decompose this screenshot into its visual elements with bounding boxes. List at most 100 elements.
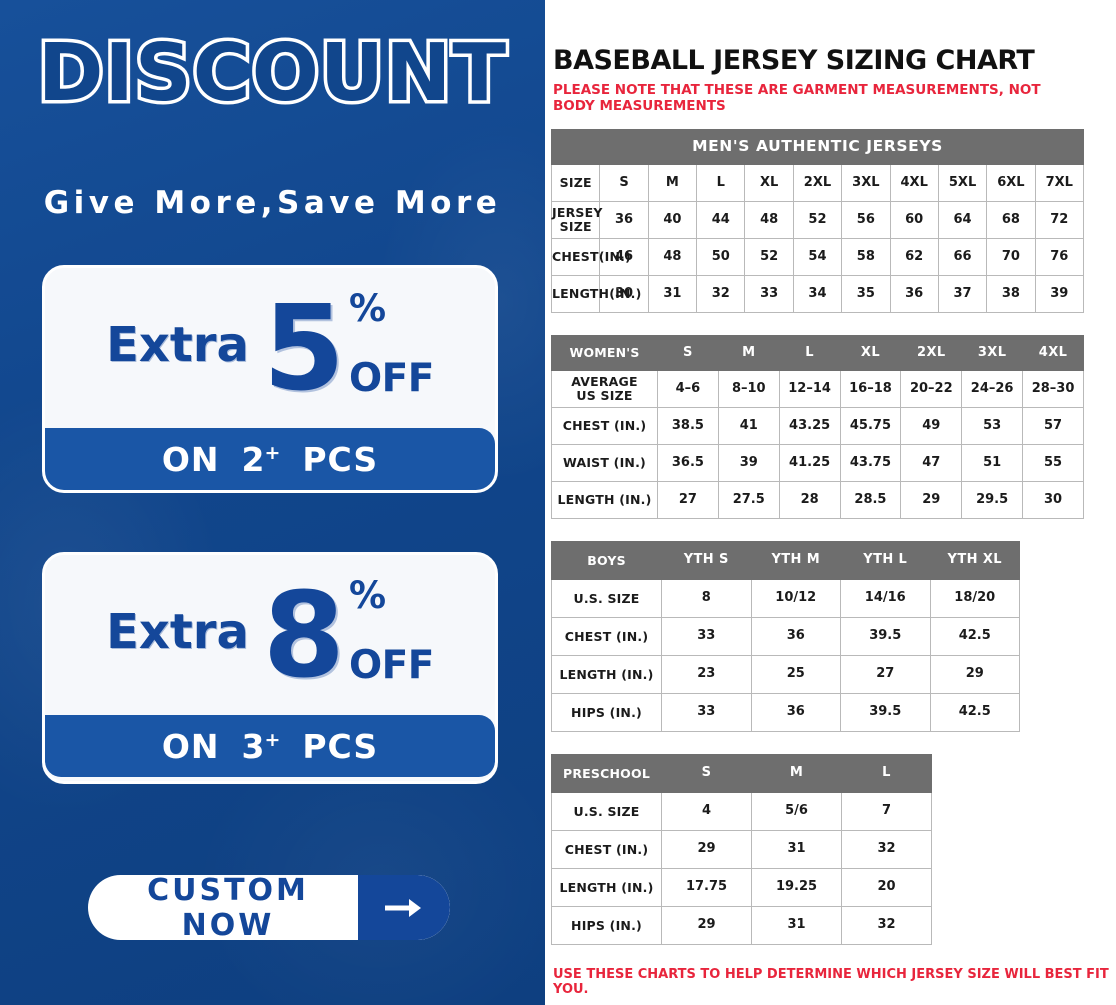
- mens-sizing-table: MEN'S AUTHENTIC JERSEYS SIZE S M L XL 2X…: [550, 128, 1085, 313]
- table-cell: 19.25: [751, 867, 842, 907]
- table-cell: 68: [986, 200, 1036, 239]
- mens-col-header: 7XL: [1034, 163, 1085, 202]
- table-cell: 34: [792, 274, 843, 313]
- table-cell: 27.5: [717, 480, 780, 519]
- table-cell: 54: [792, 237, 843, 276]
- deal-quantity: 2+: [241, 440, 280, 479]
- womens-col-header: M: [717, 334, 780, 371]
- womens-row-label-line2: US SIZE: [576, 387, 633, 403]
- table-cell: 38: [986, 274, 1036, 313]
- table-cell: 52: [744, 237, 794, 276]
- boys-corner-label: BOYS: [551, 540, 662, 580]
- mens-row-label: CHEST(IN.): [550, 237, 631, 276]
- table-cell: 28–30: [1022, 369, 1084, 408]
- deal-card-8-percent[interactable]: Extra 8 % OFF ON 3+ PCS: [42, 552, 498, 784]
- preschool-col-header: M: [751, 753, 842, 793]
- sizing-chart-title: BASEBALL JERSEY SIZING CHART: [553, 45, 1035, 76]
- mens-row-label: JERSEY SIZE: [550, 200, 602, 239]
- table-cell: 48: [647, 237, 698, 276]
- table-cell: 53: [961, 406, 1024, 445]
- deal-card-5-percent[interactable]: Extra 5 % OFF ON 2+ PCS: [42, 265, 498, 493]
- deal-card-condition: ON 2+ PCS: [45, 428, 495, 490]
- table-cell: 32: [841, 829, 932, 869]
- table-cell: 7: [841, 791, 932, 831]
- table-cell: 8: [661, 578, 752, 618]
- preschool-row-label: HIPS (IN.): [551, 905, 662, 945]
- table-cell: 58: [841, 237, 891, 276]
- table-cell: 50: [696, 237, 746, 276]
- deal-on-label: ON: [161, 439, 220, 479]
- deal-card-condition: ON 3+ PCS: [45, 715, 495, 777]
- table-row: HIPS (IN.) 33 36 39.5 42.5: [551, 692, 1020, 732]
- table-cell: 29: [661, 829, 752, 869]
- deal-percent-symbol: %: [348, 574, 387, 617]
- custom-now-button[interactable]: CUSTOM NOW: [88, 875, 450, 940]
- womens-col-header: 3XL: [961, 334, 1024, 371]
- deal-off-label: OFF: [348, 643, 434, 688]
- table-cell: 20–22: [900, 369, 963, 408]
- table-cell: 36: [750, 616, 841, 656]
- table-cell: 28: [778, 480, 841, 519]
- deal-on-label: ON: [161, 726, 220, 766]
- table-cell: 57: [1022, 406, 1084, 445]
- preschool-corner-label: PRESCHOOL: [551, 753, 662, 793]
- table-cell: 55: [1022, 443, 1084, 482]
- table-row: JERSEY SIZE 36 40 44 48 52 56 60 64 68 7…: [550, 200, 1085, 239]
- promo-content: DISCOUNT Give More,Save More Extra 5 % O…: [0, 0, 545, 1005]
- table-cell: 27: [840, 654, 931, 694]
- table-cell: 32: [841, 905, 932, 945]
- deal-off-label: OFF: [348, 356, 434, 401]
- mens-table-banner: MEN'S AUTHENTIC JERSEYS: [551, 128, 1084, 165]
- mens-col-header: L: [696, 163, 746, 202]
- table-cell: 25: [750, 654, 841, 694]
- boys-col-header: YTH M: [750, 540, 841, 580]
- mens-corner-label: SIZE: [550, 163, 601, 202]
- table-cell: 31: [751, 829, 842, 869]
- boys-row-label: LENGTH (IN.): [551, 654, 662, 694]
- womens-row-label-line1: AVERAGE: [571, 373, 638, 389]
- table-cell: 29.5: [961, 480, 1024, 519]
- table-cell: 30: [599, 274, 649, 313]
- womens-row-label: AVERAGE US SIZE: [551, 369, 658, 408]
- preschool-row-label: LENGTH (IN.): [551, 867, 662, 907]
- deal-card-top: Extra 5 % OFF: [45, 268, 495, 428]
- mens-col-header: M: [647, 163, 698, 202]
- sizing-chart-note: PLEASE NOTE THAT THESE ARE GARMENT MEASU…: [553, 82, 1041, 115]
- table-cell: 31: [647, 274, 698, 313]
- table-row: HIPS (IN.) 29 31 32: [551, 905, 932, 945]
- table-cell: 46: [599, 237, 649, 276]
- table-cell: 23: [661, 654, 752, 694]
- womens-col-header: L: [778, 334, 841, 371]
- womens-row-label: CHEST (IN.): [551, 406, 658, 445]
- table-cell: 29: [661, 905, 752, 945]
- discount-promo-panel: DISCOUNT Give More,Save More Extra 5 % O…: [0, 0, 545, 1005]
- deal-quantity-number: 2: [241, 439, 265, 479]
- custom-now-label: CUSTOM NOW: [147, 875, 309, 940]
- preschool-col-header: S: [661, 753, 752, 793]
- table-row: WAIST (IN.) 36.5 39 41.25 43.75 47 51 55: [551, 443, 1084, 482]
- boys-sizing-table: BOYS YTH S YTH M YTH L YTH XL U.S. SIZE …: [551, 540, 1020, 732]
- table-row: CHEST (IN.) 38.5 41 43.25 45.75 49 53 57: [551, 406, 1084, 445]
- mens-col-header: 3XL: [841, 163, 891, 202]
- mens-col-header: 6XL: [986, 163, 1036, 202]
- table-cell: 36: [750, 692, 841, 732]
- womens-col-header: 2XL: [900, 334, 963, 371]
- deal-quantity-number: 3: [241, 726, 265, 766]
- table-cell: 51: [961, 443, 1024, 482]
- table-cell: 33: [661, 616, 752, 656]
- deal-quantity-plus: +: [264, 728, 281, 751]
- table-cell: 38.5: [657, 406, 719, 445]
- table-cell: 60: [889, 200, 939, 239]
- table-cell: 39.5: [840, 616, 931, 656]
- table-cell: 66: [937, 237, 988, 276]
- table-cell: 31: [751, 905, 842, 945]
- womens-row-label: LENGTH (IN.): [551, 480, 658, 519]
- deal-amount: 8: [262, 565, 345, 704]
- table-cell: 39.5: [840, 692, 931, 732]
- boys-row-label: HIPS (IN.): [551, 692, 662, 732]
- table-cell: 36: [889, 274, 939, 313]
- table-cell: 49: [900, 406, 963, 445]
- table-cell: 33: [661, 692, 752, 732]
- table-header-row: WOMEN'S S M L XL 2XL 3XL 4XL: [551, 334, 1084, 371]
- table-cell: 8–10: [717, 369, 780, 408]
